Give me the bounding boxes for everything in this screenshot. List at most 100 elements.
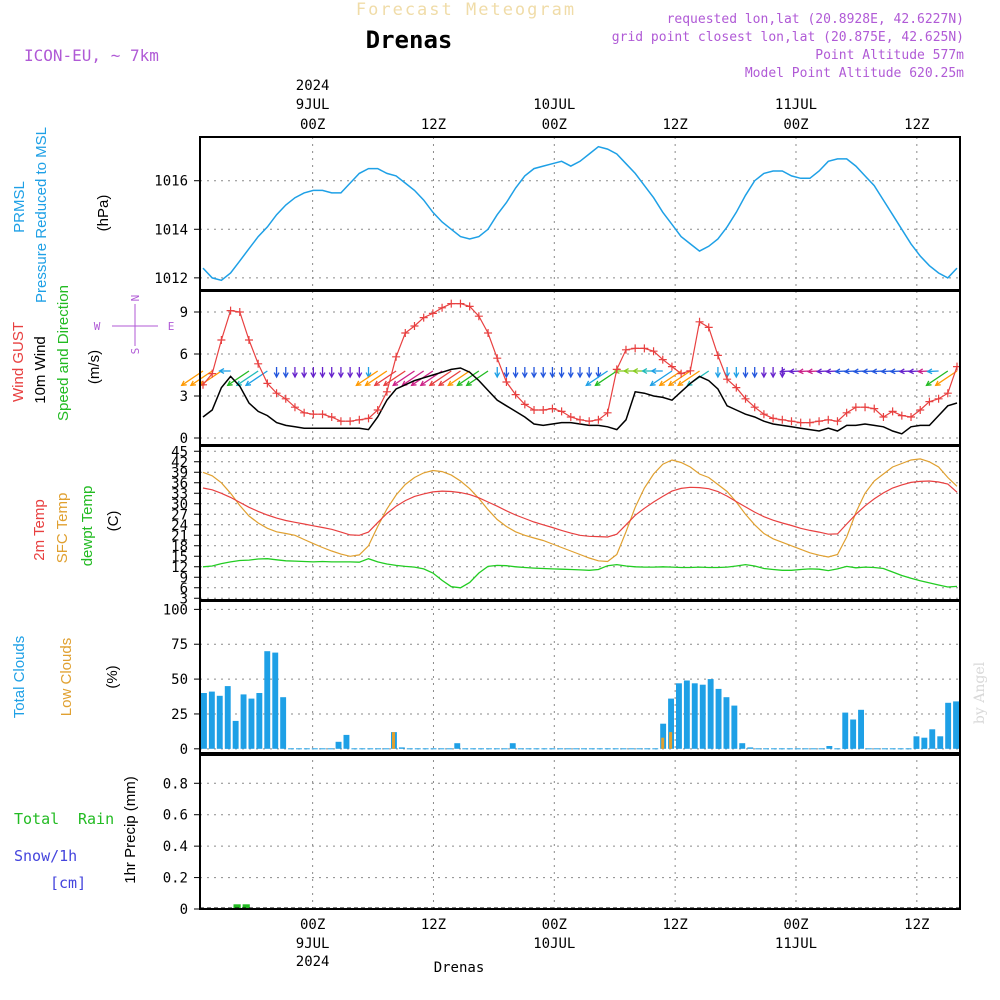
bottom-time-label-2: 00Z	[542, 917, 567, 933]
gust-marker-68	[824, 415, 833, 424]
wind-arrow-20	[365, 370, 388, 386]
wind-arrow-31	[466, 370, 489, 386]
dewpt-temp-line	[202, 558, 958, 589]
gust-marker-12	[309, 410, 318, 419]
top-day-label-0: 9JUL	[296, 97, 330, 113]
gust-marker-64	[787, 417, 796, 426]
wind-arrowhead-40	[567, 372, 574, 379]
clouds-tick-label-0: 0	[180, 742, 188, 758]
temp-tick-label-2: 9	[180, 570, 188, 586]
wind-arrowhead-70	[834, 368, 841, 375]
temp-tick-label-8: 27	[171, 507, 188, 523]
grid-lines	[200, 137, 960, 910]
wind-arrow-82	[935, 370, 958, 386]
wind-arrowhead-44	[585, 380, 592, 387]
bottom-time-label-0: 00Z	[300, 917, 325, 933]
total-cloud-bar-6	[248, 698, 255, 749]
wind-arrowhead-28	[437, 380, 445, 387]
wind-arrowhead-41	[577, 372, 583, 379]
sfc-temp-label: SFC Temp	[54, 493, 71, 564]
top-day-label-4: 11JUL	[775, 97, 817, 113]
top-time-axis: 00Z 9JUL 2024 12Z 00Z 10JUL 12Z 00Z 11JUL 12Z	[296, 78, 930, 133]
wind-ticks: 0 3 6 9	[180, 305, 200, 447]
gust-marker-60	[750, 403, 759, 412]
wind-arrowhead-82	[934, 380, 941, 387]
wind-arrowhead-69	[825, 368, 832, 375]
total-cloud-bar-17	[335, 741, 342, 749]
gust-marker-2	[217, 336, 226, 344]
gust-marker-28	[456, 299, 465, 308]
requested-coords: requested lon,lat (20.8928E, 42.6227N)	[667, 12, 964, 27]
total-cloud-bar-32	[454, 743, 461, 749]
gust-marker-80	[934, 394, 943, 403]
gust-marker-52	[677, 369, 686, 378]
gust-marker-45	[612, 365, 621, 374]
temp-tick-label-13: 42	[171, 455, 188, 471]
top-time-label-1: 12Z	[421, 117, 446, 133]
wind-arrowhead-37	[540, 372, 547, 379]
wind-arrow-28	[438, 370, 461, 386]
bottom-day-label-4: 11JUL	[775, 936, 817, 952]
wind-arrowhead-71	[843, 368, 850, 375]
wind-arrowhead-48	[632, 368, 639, 374]
wind-arrowhead-75	[880, 368, 887, 375]
wind-arrowhead-20	[364, 380, 371, 387]
gust-marker-54	[695, 317, 704, 326]
precip-frame	[199, 754, 961, 910]
top-time-label-0: 00Z	[300, 117, 325, 133]
gust-marker-27	[447, 299, 456, 308]
total-cloud-bar-69	[747, 747, 754, 749]
snow-cm-label: [cm]	[50, 874, 86, 892]
gust-marker-30	[474, 312, 483, 321]
total-cloud-bar-5	[240, 694, 247, 749]
temp-2m-label: 2m Temp	[31, 499, 48, 560]
clouds-unit: (%)	[104, 665, 121, 688]
wind-arrowhead-64	[779, 368, 786, 375]
bottom-day-label-2: 10JUL	[533, 936, 575, 952]
wind-dir-label: Speed and Direction	[55, 285, 72, 421]
wind-arrowhead-59	[742, 372, 749, 379]
gust-marker-49	[649, 347, 658, 356]
wind-tick-label-0: 0	[180, 431, 188, 447]
wind-arrowhead-45	[594, 380, 601, 387]
gust-marker-19	[373, 406, 382, 414]
gust-marker-76	[897, 411, 906, 420]
gust-marker-70	[842, 408, 851, 417]
total-cloud-bar-25	[398, 747, 405, 749]
wind-arrowhead-34	[512, 372, 519, 379]
total-cloud-bar-92	[929, 729, 936, 749]
wind-arrowhead-51	[649, 380, 656, 387]
clouds-ticks: 0 25 50 75 100	[163, 602, 200, 758]
temp-tick-label-7: 24	[171, 518, 188, 534]
gust-marker-44	[603, 408, 612, 417]
prmsl-line	[202, 145, 958, 282]
total-cloud-bar-58	[660, 723, 667, 749]
wind-arrow-23	[392, 370, 415, 386]
gust-marker-61	[759, 410, 768, 419]
top-day-label-2: 10JUL	[533, 97, 575, 113]
low-cloud-bar-59	[669, 732, 673, 749]
low-cloud-bar-24	[392, 732, 395, 749]
gust-marker-57	[723, 375, 732, 384]
total-cloud-bar-9	[272, 652, 279, 749]
low-clouds-label: Low Clouds	[58, 638, 75, 716]
temp-2m-line	[202, 480, 958, 538]
total-cloud-bar-94	[945, 702, 952, 749]
gust-marker-62	[769, 414, 778, 423]
gust-marker-18	[364, 414, 373, 423]
wind-arrowhead-29	[447, 380, 454, 387]
gust-marker-11	[300, 408, 309, 417]
wind-arrowhead-65	[788, 368, 795, 375]
wind-arrowhead-73	[861, 368, 868, 375]
wind-arrow-7	[245, 370, 268, 386]
gust-marker-14	[327, 413, 336, 421]
wind-arrow-54	[677, 370, 700, 386]
gust-marker-10	[290, 403, 299, 412]
wind-arrowhead-5	[226, 380, 233, 387]
total-cloud-bar-62	[691, 683, 698, 749]
bottom-time-label-3: 12Z	[663, 917, 688, 933]
wind-arrowhead-8	[273, 372, 280, 379]
pressure-tick-label-1: 1014	[154, 222, 188, 238]
gust-marker-33	[502, 378, 511, 386]
